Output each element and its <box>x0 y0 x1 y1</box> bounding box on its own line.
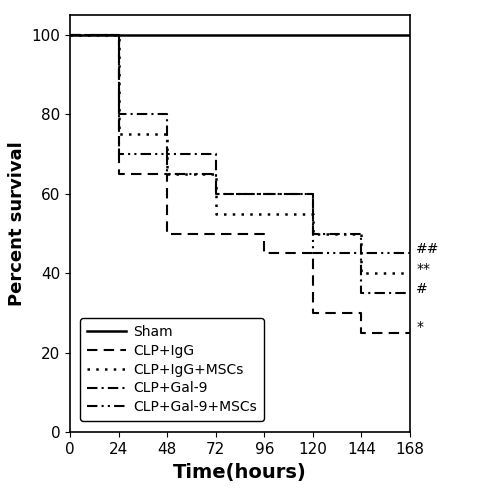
Y-axis label: Percent survival: Percent survival <box>8 141 26 306</box>
Text: *: * <box>416 320 423 334</box>
Text: #: # <box>416 282 428 296</box>
X-axis label: Time(hours): Time(hours) <box>173 463 307 482</box>
Text: **: ** <box>416 262 430 276</box>
Legend: Sham, CLP+IgG, CLP+IgG+MSCs, CLP+Gal-9, CLP+Gal-9+MSCs: Sham, CLP+IgG, CLP+IgG+MSCs, CLP+Gal-9, … <box>80 318 264 421</box>
Text: ##: ## <box>416 243 440 256</box>
